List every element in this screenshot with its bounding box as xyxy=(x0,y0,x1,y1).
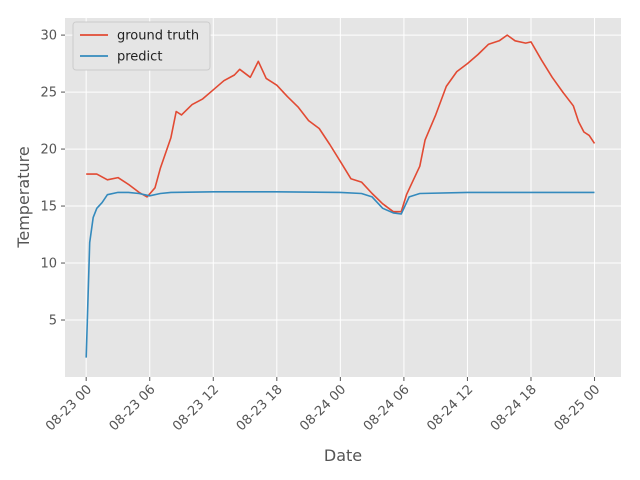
y-tick-label: 15 xyxy=(40,200,57,215)
legend-box xyxy=(72,21,211,71)
series-layer xyxy=(85,34,596,358)
y-axis-label: Temperature xyxy=(14,146,33,248)
y-tick-label: 10 xyxy=(40,257,57,272)
y-tick-label: 25 xyxy=(40,86,57,101)
y-axis-ticks: 5 10 15 20 25 30 xyxy=(40,29,65,329)
legend: ground truth predict xyxy=(72,21,211,71)
legend-label: ground truth xyxy=(117,29,199,44)
y-tick-label: 5 xyxy=(49,314,57,329)
legend-label: predict xyxy=(117,50,162,65)
grid-lines xyxy=(65,18,621,377)
y-tick-label: 30 xyxy=(40,29,57,44)
plot-area xyxy=(65,18,621,377)
series-line-predict xyxy=(85,191,595,358)
y-tick-label: 20 xyxy=(40,143,57,158)
series-line-ground-truth xyxy=(86,34,596,213)
x-axis-label: Date xyxy=(324,446,362,465)
